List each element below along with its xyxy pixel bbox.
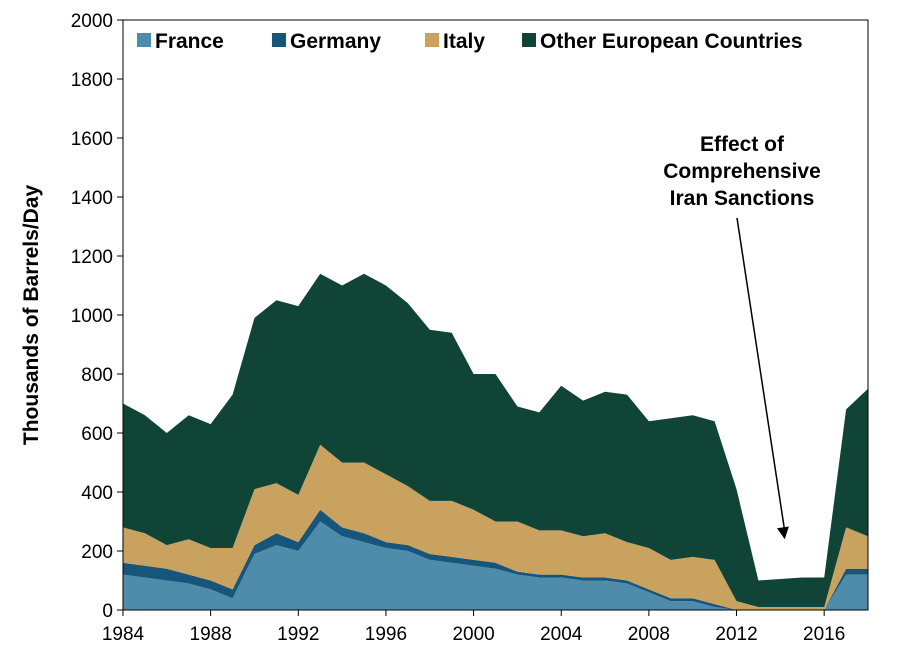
annotation-arrowhead: [777, 526, 789, 540]
y-tick-label: 800: [81, 365, 113, 386]
y-tick-label: 1000: [71, 306, 113, 327]
y-tick-label: 1400: [71, 188, 113, 209]
y-tick-label: 1600: [71, 129, 113, 150]
legend-swatch-other-european-countries: [522, 33, 536, 47]
annotation-arrow-line: [736, 217, 786, 532]
annotation-text-line: Effect of: [700, 133, 785, 156]
x-tick-label: 2016: [803, 624, 845, 645]
y-tick-label: 600: [81, 424, 113, 445]
annotation-text-line: Comprehensive: [663, 160, 821, 183]
area-other-european-countries: [123, 273, 868, 607]
legend-swatch-france: [137, 33, 151, 47]
y-tick-label: 1200: [71, 247, 113, 268]
y-axis-title: Thousands of Barrels/Day: [20, 185, 43, 446]
legend-swatch-italy: [425, 33, 439, 47]
y-tick-label: 200: [81, 542, 113, 563]
legend-swatch-germany: [272, 33, 286, 47]
x-tick-label: 2008: [628, 624, 670, 645]
area-germany: [123, 509, 868, 610]
y-tick-label: 400: [81, 483, 113, 504]
x-tick-label: 2004: [540, 624, 583, 645]
x-tick-label: 1988: [190, 624, 232, 645]
x-tick-label: 1996: [365, 624, 407, 645]
annotation-text-line: Iran Sanctions: [670, 187, 815, 210]
y-axis: 0 200 400 600 800 1000 1200 1400 1600 1800 2000: [71, 11, 123, 622]
legend-label-france: France: [155, 30, 224, 53]
x-tick-label: 2012: [715, 624, 757, 645]
legend-label-germany: Germany: [290, 30, 381, 53]
area-series-group: [123, 273, 868, 610]
y-tick-label: 2000: [71, 11, 113, 32]
legend: France Germany Italy Other European Countri…: [137, 30, 803, 53]
x-tick-label: 1992: [277, 624, 319, 645]
legend-label-other-european-countries: Other European Countries: [540, 30, 803, 53]
x-tick-label: 1984: [102, 624, 145, 645]
legend-label-italy: Italy: [443, 30, 485, 53]
y-tick-label: 1800: [71, 70, 113, 91]
x-tick-label: 2000: [452, 624, 494, 645]
annotation: Effect of Comprehensive Iran Sanctions: [663, 133, 821, 540]
y-tick-label: 0: [102, 601, 113, 622]
area-france: [123, 521, 868, 610]
area-italy: [123, 444, 868, 610]
x-axis: 1984 1988 1992 1996 2000 2004 2008 2012 2016: [102, 610, 845, 645]
